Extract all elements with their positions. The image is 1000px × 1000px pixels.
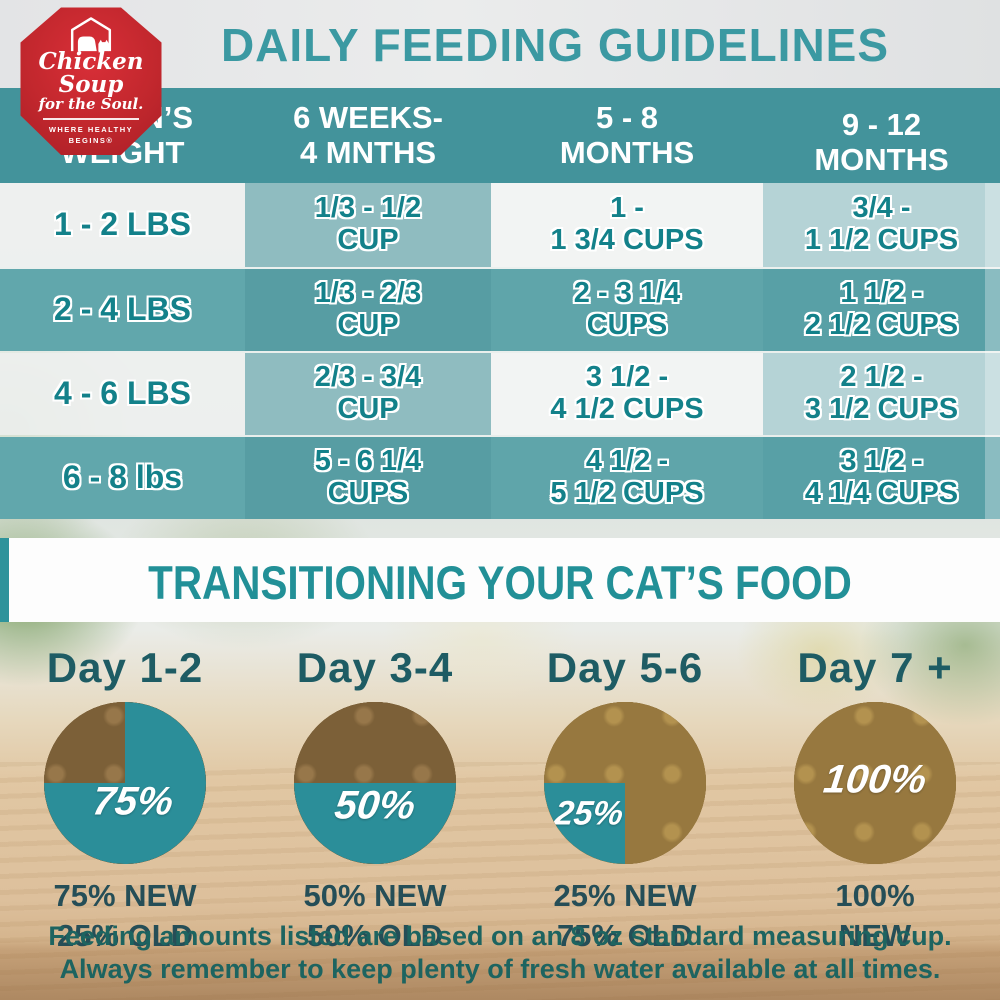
weight-cell: 4 - 6 LBS xyxy=(0,353,245,435)
table-row-1-2-lbs: 1 - 2 LBS 1/3 - 1/2 CUP 1 - 1 3/4 CUPS 3… xyxy=(0,183,1000,267)
brand-name-line2: for the Soul. xyxy=(38,95,144,113)
amount-cell: 3 1/2 - 4 1/2 CUPS xyxy=(491,353,763,435)
pie-overlay xyxy=(294,702,456,864)
day-heading: Day 5-6 xyxy=(546,644,704,691)
mix-label: 75% NEW 25% OLD xyxy=(53,878,197,954)
amount-cell: 5 - 6 1/4 CUPS xyxy=(245,437,491,519)
stage-day-1-2: Day 1-2 75% 75% NEW 25% OLD xyxy=(0,644,250,957)
amount-cell: 2 1/2 - 3 1/2 CUPS xyxy=(763,353,1000,435)
footnote: Feeding amounts listed are based on an 8… xyxy=(0,920,1000,986)
table-header-row: KITTEN’S WEIGHT 6 WEEKS- 4 MNTHS 5 - 8 M… xyxy=(0,88,1000,183)
transition-stages: Day 1-2 75% 75% NEW 25% OLD Day 3-4 50% … xyxy=(0,644,1000,957)
stage-day-7-plus: Day 7 + 100% 100% NEW xyxy=(750,644,1000,957)
weight-cell: 2 - 4 LBS xyxy=(0,269,245,351)
brand-name-line1: Chicken Soup xyxy=(38,48,144,98)
mix-label: 100% NEW xyxy=(835,878,915,954)
amount-cell: 1/3 - 2/3 CUP xyxy=(245,269,491,351)
brand-tagline-line1: WHERE HEALTHY xyxy=(48,124,134,134)
pie-chart-75-percent: 75% xyxy=(44,702,206,864)
table-row-2-4-lbs: 2 - 4 LBS 1/3 - 2/3 CUP 2 - 3 1/4 CUPS 1… xyxy=(0,267,1000,351)
pie-chart-25-percent: 25% xyxy=(544,702,706,864)
column-header-9-12-months: 9 - 12 MONTHS xyxy=(814,106,949,177)
percent-label: 25% xyxy=(553,794,626,833)
day-heading: Day 3-4 xyxy=(296,644,454,691)
amount-cell: 3/4 - 1 1/2 CUPS xyxy=(763,183,1000,267)
amount-cell: 3 1/2 - 4 1/4 CUPS xyxy=(763,437,1000,519)
brand-tagline-line2: BEGINS® xyxy=(68,135,114,145)
weight-cell: 1 - 2 LBS xyxy=(0,183,245,267)
stage-day-5-6: Day 5-6 25% 25% NEW 75% OLD xyxy=(500,644,750,957)
table-row-4-6-lbs: 4 - 6 LBS 2/3 - 3/4 CUP 3 1/2 - 4 1/2 CU… xyxy=(0,351,1000,435)
kibble-photo xyxy=(794,702,956,864)
header-band xyxy=(0,0,1000,88)
amount-cell: 1 - 1 3/4 CUPS xyxy=(491,183,763,267)
logo-divider xyxy=(43,117,139,120)
column-header-5-8-months: 5 - 8 MONTHS xyxy=(559,99,695,170)
house-pets-icon xyxy=(70,17,112,52)
pie-chart-50-percent: 50% xyxy=(294,702,456,864)
weight-cell: 6 - 8 lbs xyxy=(0,437,245,519)
page-title: DAILY FEEDING GUIDELINES xyxy=(220,19,890,71)
transition-banner: TRANSITIONING YOUR CAT’S FOOD xyxy=(0,538,1000,622)
amount-cell: 1 1/2 - 2 1/2 CUPS xyxy=(763,269,1000,351)
banner-accent-stripe xyxy=(0,538,9,622)
mix-label: 50% NEW 50% OLD xyxy=(303,878,447,954)
amount-cell: 2 - 3 1/4 CUPS xyxy=(491,269,763,351)
pie-chart-100-percent: 100% xyxy=(794,702,956,864)
day-heading: Day 1-2 xyxy=(46,644,204,691)
stage-day-3-4: Day 3-4 50% 50% NEW 50% OLD xyxy=(250,644,500,957)
amount-cell: 2/3 - 3/4 CUP xyxy=(245,353,491,435)
percent-label: 50% xyxy=(332,783,418,828)
photo-edge-highlight xyxy=(985,183,1000,519)
footnote-line1: Feeding amounts listed are based on an 8… xyxy=(48,921,952,951)
day-heading: Day 7 + xyxy=(797,644,953,691)
mix-label: 25% NEW 75% OLD xyxy=(553,878,697,954)
pie-overlay xyxy=(544,702,706,864)
transition-title: TRANSITIONING YOUR CAT’S FOOD xyxy=(148,556,852,609)
column-header-6weeks-4months: 6 WEEKS- 4 MNTHS xyxy=(293,99,443,170)
brand-logo-badge: Chicken Soup for the Soul. WHERE HEALTHY… xyxy=(20,7,162,155)
footnote-line2: Always remember to keep plenty of fresh … xyxy=(59,953,941,984)
table-row-6-8-lbs: 6 - 8 lbs 5 - 6 1/4 CUPS 4 1/2 - 5 1/2 C… xyxy=(0,435,1000,519)
percent-label: 100% xyxy=(821,757,929,802)
pie-overlay xyxy=(44,702,206,864)
amount-cell: 1/3 - 1/2 CUP xyxy=(245,183,491,267)
amount-cell: 4 1/2 - 5 1/2 CUPS xyxy=(491,437,763,519)
percent-label: 75% xyxy=(90,779,176,824)
